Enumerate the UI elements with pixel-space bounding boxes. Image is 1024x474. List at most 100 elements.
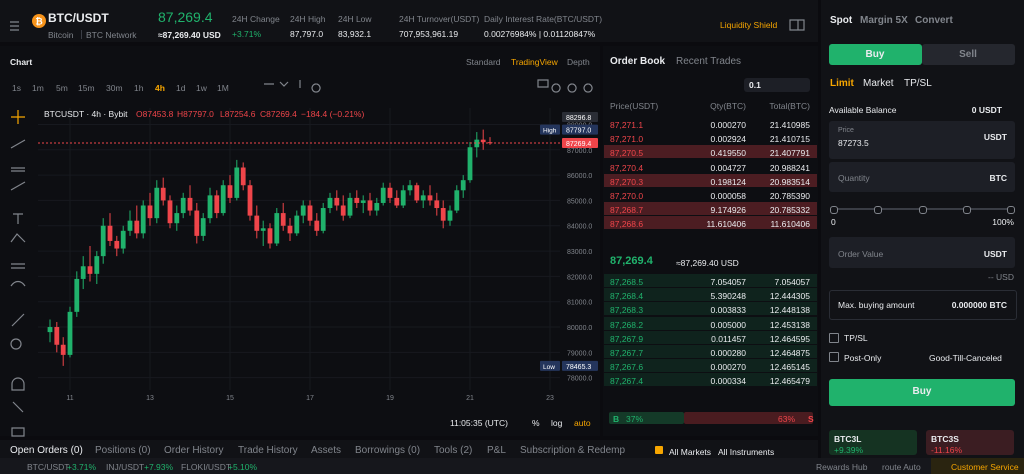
chart-option[interactable]: % xyxy=(532,418,540,428)
network: BTC Network xyxy=(86,30,137,40)
panel-title: Chart xyxy=(10,57,33,67)
leveraged-name[interactable]: BTC3S xyxy=(931,434,959,444)
book-price[interactable]: 87,267.7 xyxy=(610,348,644,358)
view-tab[interactable]: Standard xyxy=(466,57,501,67)
book-price[interactable]: 87,268.5 xyxy=(610,277,644,287)
crosshair-icon xyxy=(11,110,25,124)
service-bg[interactable] xyxy=(931,458,1024,474)
price-tag xyxy=(562,360,598,371)
tag-badge-label: High xyxy=(543,128,557,135)
book-price[interactable]: 87,270.5 xyxy=(610,148,644,159)
book-price[interactable]: 87,267.6 xyxy=(610,362,644,373)
slider-stop[interactable] xyxy=(919,206,927,214)
bottom-tab[interactable]: Assets xyxy=(311,445,342,456)
sell-side-label[interactable]: Sell xyxy=(959,49,977,60)
order-type[interactable]: Limit xyxy=(830,78,854,89)
symbol[interactable]: BTC/USDT xyxy=(48,11,109,25)
trade-tab[interactable]: Convert xyxy=(915,15,953,26)
interval[interactable]: 5m xyxy=(56,83,68,93)
candle-body xyxy=(74,278,80,312)
footer-pair[interactable]: FLOKI/USDT xyxy=(181,462,232,472)
interval[interactable]: 1w xyxy=(196,83,207,93)
interval[interactable]: 30m xyxy=(106,83,123,93)
candle-body xyxy=(334,197,340,206)
book-price[interactable]: 87,268.4 xyxy=(610,291,644,302)
post-only-label[interactable]: Post-Only xyxy=(844,353,882,363)
order-book-tab[interactable]: Order Book xyxy=(610,56,666,67)
recent-trades-tab[interactable]: Recent Trades xyxy=(676,56,742,67)
bottom-tab[interactable]: Tools (2) xyxy=(434,445,473,456)
btc-logo xyxy=(32,14,46,28)
price-input[interactable] xyxy=(829,121,1015,159)
footer-pair[interactable]: INJ/USDT xyxy=(106,462,145,472)
interval[interactable]: 15m xyxy=(78,83,95,93)
bottom-tab[interactable]: Positions (0) xyxy=(95,445,151,456)
chart-option[interactable]: auto xyxy=(574,418,591,428)
interval[interactable]: 1h xyxy=(134,83,144,93)
time-in-force[interactable]: Good-Till-Canceled xyxy=(929,353,1002,363)
book-price[interactable]: 87,270.0 xyxy=(610,191,644,201)
footer-link[interactable]: route Auto xyxy=(882,462,921,472)
buy-side-label[interactable]: Buy xyxy=(865,49,885,60)
leveraged-card[interactable] xyxy=(829,430,917,455)
interval[interactable]: 1d xyxy=(176,83,186,93)
leveraged-card[interactable] xyxy=(926,430,1014,455)
view-tab[interactable]: TradingView xyxy=(511,57,558,67)
price-tag xyxy=(562,111,598,122)
book-price[interactable]: 87,268.6 xyxy=(610,219,644,230)
slider-stop[interactable] xyxy=(830,206,838,214)
book-price[interactable]: 87,267.4 xyxy=(610,376,644,387)
view-tab[interactable]: Depth xyxy=(567,57,590,67)
filter[interactable]: All Markets xyxy=(669,447,712,457)
interval[interactable]: 1m xyxy=(32,83,44,93)
stat-value: +3.71% xyxy=(232,29,262,39)
filter[interactable]: All Instruments xyxy=(718,447,775,457)
bottom-tab[interactable]: Subscription & Redemp xyxy=(520,445,626,456)
bottom-tab[interactable]: Borrowings (0) xyxy=(355,445,421,456)
order-type[interactable]: TP/SL xyxy=(904,78,932,89)
book-price[interactable]: 87,268.2 xyxy=(610,319,644,330)
book-price[interactable]: 87,270.3 xyxy=(610,176,644,187)
footer-link[interactable]: Customer Service xyxy=(951,462,1019,472)
book-price[interactable]: 87,267.9 xyxy=(610,333,644,344)
chart-option[interactable]: log xyxy=(551,418,563,428)
trade-tab[interactable]: Spot xyxy=(830,15,853,26)
filter-checkbox[interactable] xyxy=(655,446,663,454)
candle-body xyxy=(394,197,400,206)
sell-side[interactable] xyxy=(922,44,1015,65)
book-price[interactable]: 87,271.0 xyxy=(610,134,644,145)
submit-label[interactable]: Buy xyxy=(912,386,932,397)
book-price[interactable]: 87,268.3 xyxy=(610,305,644,316)
book-price[interactable]: 87,268.7 xyxy=(610,205,644,216)
leveraged-name[interactable]: BTC3L xyxy=(834,434,862,444)
book-price[interactable]: 87,271.1 xyxy=(610,120,644,130)
candle-body xyxy=(167,200,173,224)
liquidity-shield[interactable]: Liquidity Shield xyxy=(720,20,778,30)
footer-link[interactable]: Rewards Hub xyxy=(816,462,868,472)
slider-stop[interactable] xyxy=(963,206,971,214)
checkbox[interactable] xyxy=(829,333,839,343)
price-label: Price xyxy=(838,127,854,134)
interval[interactable]: 1s xyxy=(12,83,21,93)
buy-side[interactable] xyxy=(829,44,922,65)
bottom-tab[interactable]: Open Orders (0) xyxy=(10,445,83,456)
bottom-tab[interactable]: Trade History xyxy=(238,445,298,456)
tpsl-label[interactable]: TP/SL xyxy=(844,333,868,343)
trade-tab[interactable]: Margin 5X xyxy=(860,15,908,26)
order-value-input[interactable] xyxy=(829,237,1015,268)
interval[interactable]: 1M xyxy=(217,83,229,93)
bottom-tab[interactable]: P&L xyxy=(487,445,506,456)
y-tick-label: 82000.0 xyxy=(567,274,592,281)
step-select[interactable] xyxy=(744,78,810,92)
checkbox[interactable] xyxy=(829,352,839,362)
slider-stop[interactable] xyxy=(1007,206,1015,214)
bottom-tab[interactable]: Order History xyxy=(164,445,224,456)
slider-stop[interactable] xyxy=(874,206,882,214)
footer-pair[interactable]: BTC/USDT xyxy=(27,462,70,472)
book-price[interactable]: 87,270.4 xyxy=(610,162,644,173)
submit-button[interactable] xyxy=(829,379,1015,406)
quantity-input[interactable] xyxy=(829,162,1015,192)
interval[interactable]: 4h xyxy=(155,83,165,93)
y-tick-label: 80000.0 xyxy=(567,325,592,332)
order-type[interactable]: Market xyxy=(863,78,894,89)
